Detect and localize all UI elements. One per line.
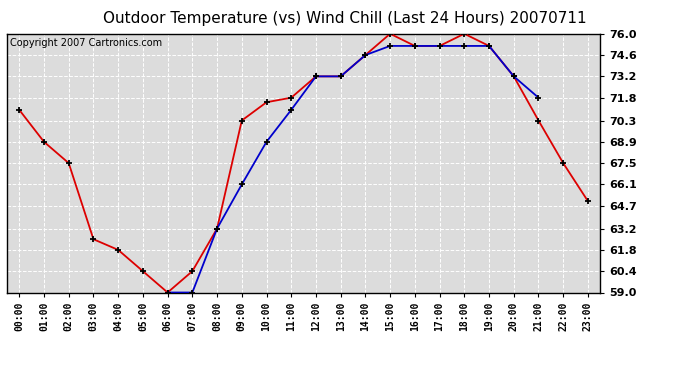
Text: Outdoor Temperature (vs) Wind Chill (Last 24 Hours) 20070711: Outdoor Temperature (vs) Wind Chill (Las… [104, 11, 586, 26]
Text: Copyright 2007 Cartronics.com: Copyright 2007 Cartronics.com [10, 38, 162, 48]
